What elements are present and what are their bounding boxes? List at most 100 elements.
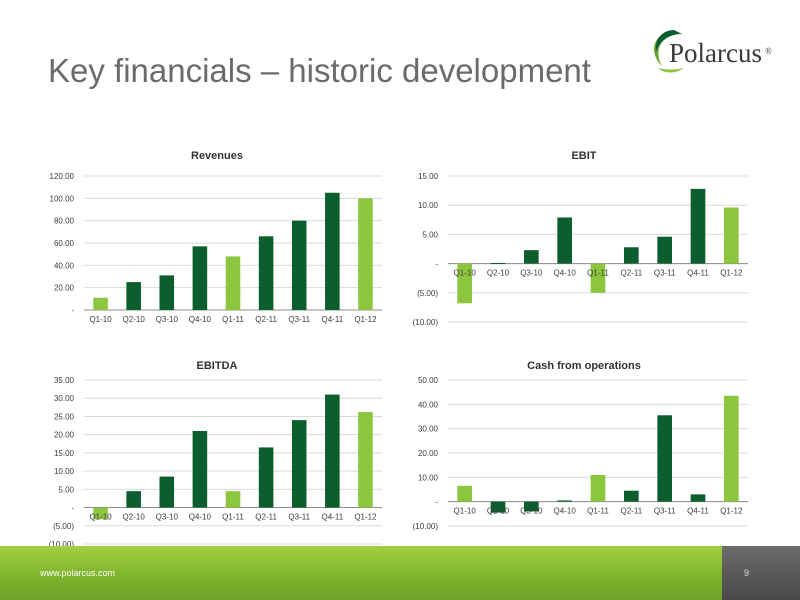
- bar: [159, 275, 175, 310]
- x-tick-label: Q1-11: [222, 315, 244, 324]
- bar: [490, 501, 506, 513]
- bar: [258, 447, 274, 508]
- bar: [192, 246, 208, 310]
- x-tick-label: Q4-10: [189, 315, 212, 324]
- bar: [590, 263, 606, 293]
- bar: [657, 236, 672, 264]
- x-tick-label: Q2-10: [487, 269, 510, 278]
- x-tick-label: Q4-10: [554, 507, 577, 516]
- x-tick-label: Q1-12: [354, 513, 377, 522]
- bar: [258, 236, 274, 310]
- y-tick-label: 40.00: [54, 261, 75, 270]
- x-tick-label: Q2-10: [123, 315, 146, 324]
- bar: [159, 476, 175, 508]
- y-tick-label: 20.00: [54, 284, 75, 293]
- y-tick-label: 60.00: [54, 239, 75, 248]
- y-tick-label: 10.00: [54, 467, 75, 476]
- x-tick-label: Q2-10: [487, 507, 510, 516]
- x-tick-label: Q3-10: [520, 507, 543, 516]
- y-tick-label: -: [71, 504, 74, 513]
- x-tick-label: Q1-10: [454, 507, 477, 516]
- x-tick-label: Q2-11: [621, 507, 643, 516]
- x-tick-label: Q3-11: [288, 513, 310, 522]
- bar: [291, 220, 307, 310]
- footer-bar: [0, 546, 800, 600]
- bar: [524, 250, 539, 264]
- bar: [724, 207, 739, 264]
- x-tick-label: Q3-11: [654, 507, 676, 516]
- chart-title: EBITDA: [197, 360, 238, 372]
- page-title: Key financials – historic development: [48, 52, 591, 89]
- y-tick-label: 25.00: [54, 412, 75, 421]
- y-tick-label: (10.00): [413, 522, 439, 531]
- x-tick-label: Q3-11: [288, 315, 310, 324]
- x-tick-label: Q1-11: [587, 507, 609, 516]
- bar: [724, 395, 739, 502]
- polarcus-logo-icon: [654, 30, 684, 73]
- revenues-chart: Revenues - 20.00 40.00 60.00 80.00 100.00 120.0…: [50, 150, 382, 324]
- x-tick-label: Q3-10: [156, 513, 179, 522]
- y-tick-label: 10.00: [418, 473, 439, 482]
- x-tick-label: Q2-11: [255, 513, 277, 522]
- bar: [325, 394, 340, 508]
- y-tick-label: 10.00: [418, 201, 439, 210]
- bar: [624, 490, 639, 502]
- y-tick-label: 80.00: [54, 217, 75, 226]
- bar: [557, 500, 572, 502]
- y-tick-label: 30.00: [54, 394, 75, 403]
- y-tick-label: 120.00: [50, 172, 75, 181]
- page-number: 9: [744, 568, 750, 578]
- x-tick-label: Q3-11: [654, 269, 676, 278]
- y-tick-label: 35.00: [54, 376, 75, 385]
- x-tick-label: Q1-10: [454, 269, 477, 278]
- bar: [358, 198, 373, 310]
- footer-url[interactable]: www.polarcus.com: [40, 568, 116, 578]
- bar: [325, 192, 340, 310]
- bar: [524, 501, 539, 512]
- ebit-chart: EBIT (10.00) (5.00) - 5.00 10.00 15.00 Q1-10 Q2-…: [413, 150, 748, 327]
- bar: [490, 263, 506, 265]
- bar: [291, 420, 307, 508]
- bar: [457, 263, 472, 304]
- x-tick-label: Q3-10: [520, 269, 543, 278]
- x-tick-label: Q1-12: [354, 315, 377, 324]
- bar: [225, 491, 241, 508]
- y-tick-label: (10.00): [49, 540, 75, 549]
- x-tick-label: Q1-11: [222, 513, 244, 522]
- x-tick-label: Q2-10: [123, 513, 146, 522]
- y-tick-label: 20.00: [54, 431, 75, 440]
- y-tick-label: 15.00: [54, 449, 75, 458]
- bar: [624, 247, 639, 264]
- y-tick-label: 5.00: [422, 230, 438, 239]
- logo-registered-mark: ®: [765, 46, 772, 56]
- x-tick-label: Q1-12: [720, 269, 743, 278]
- bar: [93, 297, 108, 310]
- bar: [557, 217, 572, 264]
- chart-title: Cash from operations: [527, 360, 641, 372]
- y-tick-label: 15.00: [418, 172, 439, 181]
- y-tick-label: (5.00): [53, 522, 74, 531]
- cash-from-operations-chart: Cash from operations (10.00) - 10.00 20.00 30…: [413, 360, 748, 531]
- bar: [358, 412, 373, 508]
- x-tick-label: Q1-11: [587, 269, 609, 278]
- x-tick-label: Q4-11: [322, 513, 344, 522]
- bar: [126, 282, 141, 310]
- y-tick-label: 50.00: [418, 376, 439, 385]
- x-tick-label: Q4-11: [687, 269, 709, 278]
- bar: [590, 474, 606, 502]
- y-tick-label: -: [435, 260, 438, 269]
- x-tick-label: Q1-10: [89, 315, 112, 324]
- bar: [192, 431, 208, 508]
- bar: [93, 507, 108, 520]
- bar: [225, 256, 241, 310]
- x-tick-label: Q4-10: [189, 513, 212, 522]
- y-tick-label: -: [435, 498, 438, 507]
- chart-title: Revenues: [191, 150, 243, 162]
- page-number-box: [722, 546, 800, 600]
- bar: [126, 491, 141, 508]
- chart-title: EBIT: [571, 150, 596, 162]
- logo-text: Polarcus: [669, 38, 762, 68]
- x-tick-label: Q4-10: [554, 269, 577, 278]
- x-tick-label: Q1-10: [89, 513, 112, 522]
- x-tick-label: Q4-11: [322, 315, 344, 324]
